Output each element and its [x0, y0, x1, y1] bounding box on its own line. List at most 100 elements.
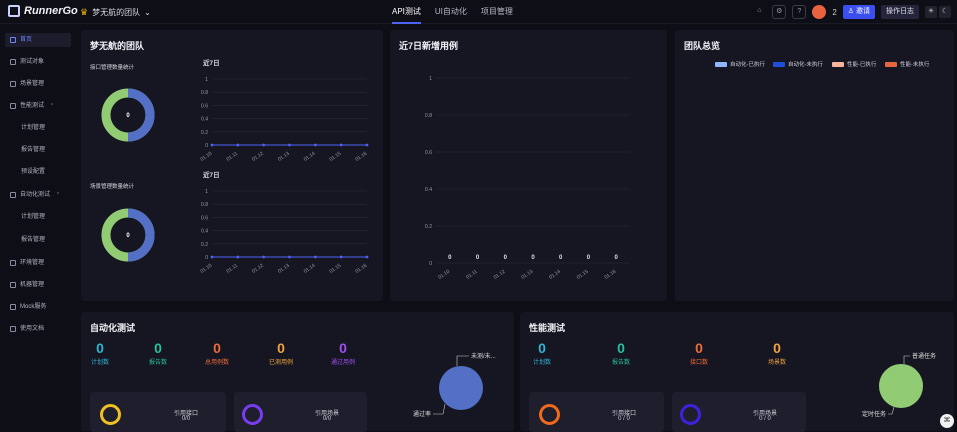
automation-icon [10, 192, 16, 198]
auto-pie-leader-b [433, 404, 445, 414]
sidebar-item-test-object[interactable]: 测试对象 [5, 55, 71, 69]
sidebar-item-scene[interactable]: 场景管理 [5, 77, 71, 91]
bar-value-label: 0 [504, 255, 508, 261]
tab-ui-auto[interactable]: UI自动化 [435, 0, 467, 24]
team-name: 梦无航的团队 [92, 7, 140, 18]
sidebar-item-auto-report[interactable]: 报告管理 [5, 233, 71, 247]
ring-icon [680, 404, 701, 425]
auto-test-title: 自动化测试 [90, 321, 135, 334]
stat-value: 0 [323, 340, 363, 356]
auto-ref-api-card: 引用接口 0/0 [90, 392, 226, 432]
x-tick-label: 01.12 [251, 263, 265, 275]
y-tick-label: 1 [205, 189, 208, 195]
stat-label: 已测用例 [261, 357, 301, 366]
stat-label: 场景数 [757, 357, 797, 366]
ring-icon [242, 404, 263, 425]
moon-icon[interactable]: ☾ [939, 6, 951, 18]
data-point [262, 256, 265, 259]
sidebar-item-machine[interactable]: 机器管理 [5, 278, 71, 292]
settings-icon[interactable]: ⚙ [772, 5, 786, 19]
feedback-icon[interactable]: ⌘ [940, 414, 954, 428]
perf-pie: 普通任务 定时任务 [834, 340, 954, 430]
y-tick-label: 0.2 [201, 130, 208, 136]
sidebar-item-home[interactable]: 首页 [5, 33, 71, 47]
y-tick-label: 1 [205, 77, 208, 83]
x-tick-label: 01.14 [303, 263, 317, 275]
legend-swatch [885, 62, 897, 67]
data-point [314, 144, 317, 147]
sidebar-item-auto-plan[interactable]: 计划管理 [5, 210, 71, 224]
sidebar-item-label: 环境管理 [20, 256, 44, 270]
sub-value: 0 / 0 [604, 416, 644, 422]
new-cases-bars: 00.20.40.60.81001.10001.11001.12001.1300… [425, 76, 630, 281]
sidebar-item-label: 报告管理 [21, 143, 45, 157]
y-tick-label: 0.6 [201, 215, 208, 221]
perf-pie-leader-b [888, 407, 894, 414]
sidebar-item-preset[interactable]: 预设配置 [5, 165, 71, 179]
app-name: RunnerGo [24, 5, 78, 17]
legend-swatch [832, 62, 844, 67]
scene-icon [10, 81, 16, 87]
sidebar-item-perf-plan[interactable]: 计划管理 [5, 121, 71, 135]
sidebar-item-perf-test[interactable]: 性能测试⌃ [5, 99, 71, 113]
sidebar-item-env[interactable]: 环境管理 [5, 256, 71, 270]
performance-icon [10, 103, 16, 109]
x-tick-label: 01.12 [251, 151, 265, 163]
perf-ref-scene-card: 引用场景 0 / 0 [672, 392, 806, 432]
bar-value-label: 0 [587, 255, 591, 261]
y-tick-label: 0.8 [425, 113, 432, 119]
x-tick-label: 01.14 [548, 269, 562, 281]
theme-toggle[interactable]: ☀ ☾ [925, 6, 951, 18]
legend-label: 自动化-未执行 [788, 60, 823, 68]
help-icon[interactable]: ? [792, 5, 806, 19]
document-icon [10, 326, 16, 332]
tab-api-test[interactable]: API测试 [392, 0, 421, 24]
sidebar-item-label: 测试对象 [20, 55, 44, 69]
stat-label: 接口数 [679, 357, 719, 366]
perf-pie-label-b: 定时任务 [862, 410, 886, 418]
operation-log-button[interactable]: 操作日志 [881, 5, 919, 19]
perf-pie-slice [879, 364, 923, 408]
stat-label: 总用例数 [197, 357, 237, 366]
bar-value-label: 0 [476, 255, 480, 261]
invite-button[interactable]: ♙ 邀请 [843, 5, 875, 19]
scene-donut: 0 [106, 213, 150, 257]
perf-pie-leader-a [904, 356, 910, 364]
bar-value-label: 0 [559, 255, 563, 261]
perf-test-title: 性能测试 [529, 321, 565, 334]
sidebar-item-auto-test[interactable]: 自动化测试⌃ [5, 188, 71, 202]
home-icon [10, 37, 16, 43]
sidebar-item-perf-report[interactable]: 报告管理 [5, 143, 71, 157]
tab-project[interactable]: 项目管理 [481, 0, 513, 24]
sidebar-item-label: 自动化测试 [20, 188, 50, 202]
user-add-icon: ♙ [848, 8, 856, 15]
ring-icon [100, 404, 121, 425]
y-tick-label: 0.4 [201, 117, 208, 123]
avatar[interactable] [812, 5, 826, 19]
member-count: 2 [832, 8, 836, 17]
x-tick-label: 01.13 [520, 269, 534, 281]
sun-icon[interactable]: ☀ [925, 6, 937, 18]
home-icon[interactable]: ⌂ [752, 5, 766, 19]
team-switcher[interactable]: ♛ 梦无航的团队 ⌄ [80, 7, 151, 18]
sidebar-item-docs[interactable]: 使用文档 [5, 322, 71, 336]
legend-auto-pending: 自动化-未执行 [773, 60, 823, 68]
auto-pie: 未测/未... 通过率 [395, 340, 515, 430]
sidebar-item-mock[interactable]: Mock服务 [5, 300, 71, 314]
sidebar-item-label: 机器管理 [20, 278, 44, 292]
perf-ref-api-card: 引用接口 0 / 0 [529, 392, 664, 432]
x-tick-label: 01.16 [604, 269, 618, 281]
y-tick-label: 0.6 [425, 150, 432, 156]
stat-value: 0 [80, 340, 120, 356]
app-logo[interactable]: RunnerGo [8, 5, 78, 17]
chevron-up-icon: ⌃ [50, 99, 54, 113]
data-point [366, 256, 369, 259]
data-point [340, 256, 343, 259]
